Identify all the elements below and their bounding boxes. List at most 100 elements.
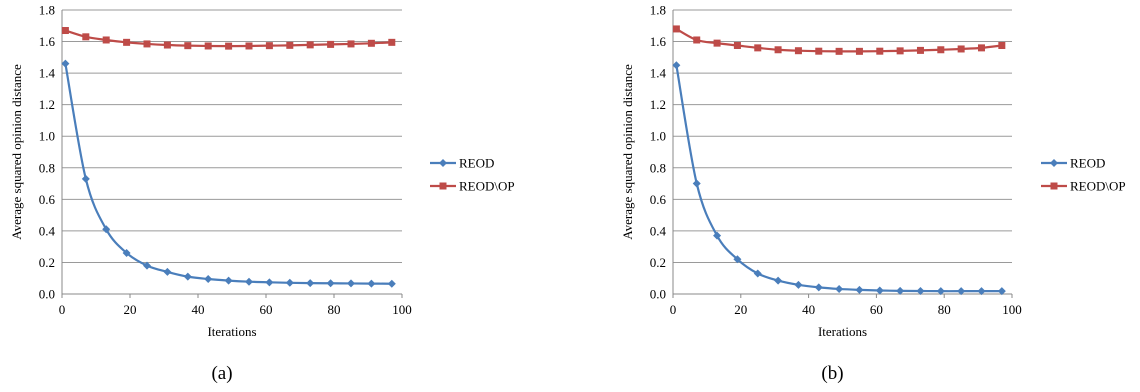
data-point xyxy=(224,276,233,285)
data-point xyxy=(123,38,131,46)
data-point xyxy=(265,42,273,50)
data-point xyxy=(957,287,966,296)
x-tick-label: 80 xyxy=(938,302,951,317)
legend-marker xyxy=(439,159,447,167)
data-point xyxy=(754,44,762,52)
data-point xyxy=(733,42,741,49)
x-tick-label: 60 xyxy=(870,302,883,317)
data-point xyxy=(122,248,131,257)
data-point xyxy=(672,25,680,33)
legend-label: REOD xyxy=(1070,156,1105,171)
y-tick-label: 1.0 xyxy=(650,129,666,144)
x-axis-title: Iterations xyxy=(818,324,867,339)
legend-label: REOD\OP xyxy=(1070,179,1126,194)
data-point xyxy=(794,47,802,55)
x-tick-label: 40 xyxy=(802,302,815,317)
data-point xyxy=(306,279,315,288)
legend-marker xyxy=(1050,182,1058,190)
y-tick-label: 1.6 xyxy=(39,34,56,49)
x-tick-label: 40 xyxy=(192,302,205,317)
data-point xyxy=(916,287,925,296)
data-point xyxy=(855,47,863,55)
data-point xyxy=(82,33,90,41)
panel-label: (a) xyxy=(211,363,232,384)
data-point xyxy=(997,287,1006,296)
legend-marker xyxy=(1050,159,1058,167)
data-point xyxy=(102,225,111,234)
y-tick-label: 0.6 xyxy=(39,192,56,207)
data-point xyxy=(977,287,986,296)
x-tick-label: 60 xyxy=(260,302,273,317)
data-point xyxy=(388,38,396,46)
y-tick-label: 1.4 xyxy=(650,66,667,81)
data-point xyxy=(367,39,375,47)
y-axis-title: Average squared opinion distance xyxy=(620,64,635,240)
data-point xyxy=(774,276,783,285)
y-axis-title: Average squared opinion distance xyxy=(9,64,24,240)
data-point xyxy=(204,275,213,284)
data-point xyxy=(143,40,151,48)
data-point xyxy=(855,285,864,294)
data-point xyxy=(672,61,681,70)
data-point xyxy=(774,46,782,54)
data-point xyxy=(245,42,253,50)
data-point xyxy=(347,40,355,48)
data-point xyxy=(713,39,721,47)
y-tick-label: 0.2 xyxy=(39,255,55,270)
data-point xyxy=(998,42,1006,49)
data-point xyxy=(184,42,192,50)
legend-marker xyxy=(439,182,447,190)
data-point xyxy=(265,278,274,287)
x-tick-label: 80 xyxy=(328,302,341,317)
x-tick-label: 0 xyxy=(670,302,677,317)
y-tick-label: 1.2 xyxy=(650,97,666,112)
y-tick-label: 1.6 xyxy=(650,34,667,49)
data-point xyxy=(916,46,924,54)
data-point xyxy=(183,272,192,281)
y-tick-label: 0.4 xyxy=(650,223,667,238)
x-tick-label: 20 xyxy=(734,302,747,317)
data-point xyxy=(61,27,69,35)
data-point xyxy=(245,277,253,286)
y-tick-label: 0.6 xyxy=(650,192,667,207)
y-tick-label: 0.4 xyxy=(39,223,56,238)
y-tick-label: 0.0 xyxy=(650,287,666,302)
data-point xyxy=(163,41,171,49)
y-tick-label: 1.4 xyxy=(39,66,56,81)
data-point xyxy=(163,267,172,276)
data-point xyxy=(143,261,151,270)
data-point xyxy=(753,269,762,278)
data-point xyxy=(875,286,884,295)
data-point xyxy=(286,41,294,49)
data-point xyxy=(327,40,335,48)
data-point xyxy=(306,41,314,49)
data-point xyxy=(225,42,233,50)
legend-label: REOD xyxy=(459,156,494,171)
y-tick-label: 1.2 xyxy=(39,97,55,112)
y-tick-label: 1.8 xyxy=(650,3,666,18)
x-tick-label: 0 xyxy=(59,302,66,317)
data-point xyxy=(835,284,844,293)
series-line-0 xyxy=(64,63,392,285)
data-point xyxy=(326,279,335,288)
y-tick-label: 0.8 xyxy=(39,160,55,175)
legend-label: REOD\OP xyxy=(459,179,515,194)
data-point xyxy=(692,179,701,188)
chart-panel-a: 0.0 0.2 0.4 0.6 0.8 1.0 1.2 1.4 1.6 1.8 0 20 40 60 80 1… xyxy=(9,3,515,385)
y-tick-label: 0.2 xyxy=(650,255,666,270)
data-point xyxy=(957,45,965,53)
y-tick-label: 0.0 xyxy=(39,287,55,302)
data-point xyxy=(794,280,803,289)
chart-panel-b: 0.0 0.2 0.4 0.6 0.8 1.0 1.2 1.4 1.6 1.8 0 20 40 60 80 1… xyxy=(620,3,1126,385)
data-point xyxy=(102,36,110,44)
y-tick-label: 1.0 xyxy=(39,129,55,144)
panel-label: (b) xyxy=(821,363,843,384)
data-point xyxy=(896,286,905,295)
x-axis-title: Iterations xyxy=(207,324,256,339)
data-point xyxy=(285,278,294,287)
data-point xyxy=(204,42,212,50)
data-point xyxy=(81,174,90,183)
x-tick-label: 20 xyxy=(124,302,137,317)
data-point xyxy=(814,283,823,292)
